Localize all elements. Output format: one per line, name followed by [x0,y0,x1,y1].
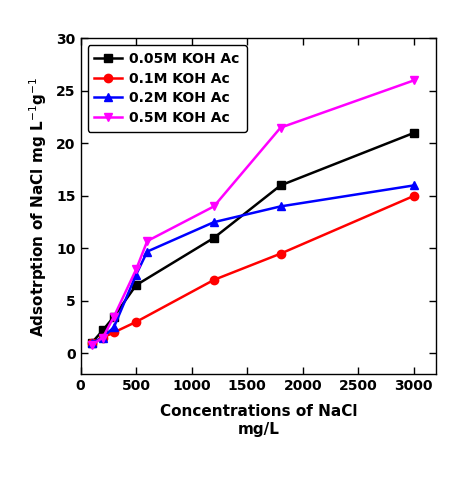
0.2M KOH Ac [89,340,94,346]
0.2M KOH Ac [278,204,283,209]
Line: 0.5M KOH Ac: 0.5M KOH Ac [88,76,418,349]
Legend: 0.05M KOH Ac, 0.1M KOH Ac, 0.2M KOH Ac, 0.5M KOH Ac: 0.05M KOH Ac, 0.1M KOH Ac, 0.2M KOH Ac, … [88,45,246,132]
0.1M KOH Ac [278,251,283,256]
0.1M KOH Ac [411,193,417,199]
X-axis label: Concentrations of NaCl
mg/L: Concentrations of NaCl mg/L [160,404,357,437]
Y-axis label: Adsotrption of NaCl mg L$^{-1}$g$^{-1}$: Adsotrption of NaCl mg L$^{-1}$g$^{-1}$ [27,76,49,336]
0.1M KOH Ac [100,335,106,340]
0.05M KOH Ac [133,282,139,288]
0.5M KOH Ac [411,77,417,84]
0.1M KOH Ac [111,329,117,335]
0.2M KOH Ac [111,324,117,330]
0.5M KOH Ac [100,335,106,340]
0.1M KOH Ac [133,319,139,325]
0.2M KOH Ac [133,272,139,277]
0.5M KOH Ac [89,342,94,348]
0.1M KOH Ac [211,277,217,283]
0.05M KOH Ac [100,327,106,333]
0.05M KOH Ac [211,235,217,241]
0.2M KOH Ac [211,219,217,225]
Line: 0.1M KOH Ac: 0.1M KOH Ac [88,192,418,347]
Line: 0.05M KOH Ac: 0.05M KOH Ac [88,129,418,347]
0.2M KOH Ac [145,249,150,254]
0.2M KOH Ac [411,182,417,188]
0.5M KOH Ac [145,238,150,244]
0.05M KOH Ac [411,130,417,136]
0.1M KOH Ac [89,340,94,346]
0.5M KOH Ac [211,204,217,209]
0.5M KOH Ac [111,314,117,320]
0.5M KOH Ac [133,266,139,272]
0.2M KOH Ac [100,335,106,340]
0.05M KOH Ac [89,340,94,346]
0.05M KOH Ac [111,314,117,320]
0.05M KOH Ac [278,182,283,188]
0.5M KOH Ac [278,125,283,131]
Line: 0.2M KOH Ac: 0.2M KOH Ac [88,181,418,347]
